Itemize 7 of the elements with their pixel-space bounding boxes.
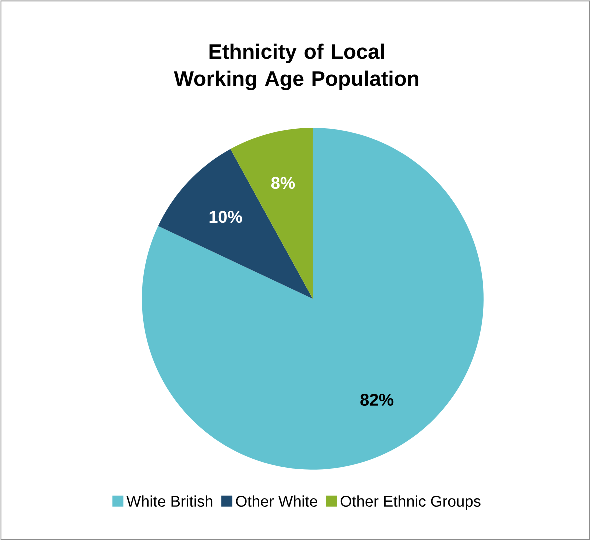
chart-title: Ethnicity of Local Working Age Population	[174, 44, 419, 90]
data-label: 10%	[210, 211, 242, 224]
data-label: 82%	[360, 394, 394, 406]
legend-label: Other White	[236, 496, 318, 508]
data-label: 8%	[271, 177, 296, 190]
legend-label: White British	[126, 496, 213, 508]
legend-label: Other Ethnic Groups	[340, 496, 481, 510]
